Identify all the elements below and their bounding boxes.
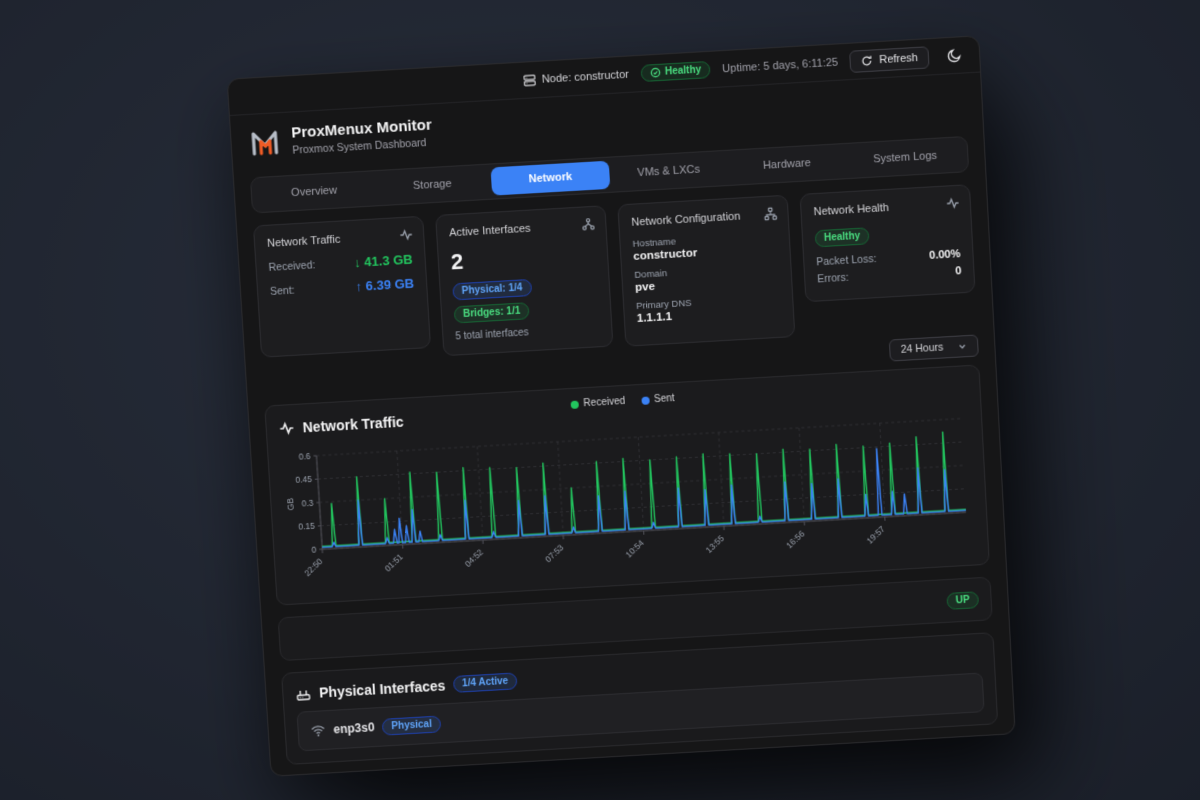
- chart-title: Network Traffic: [302, 413, 405, 436]
- svg-text:13:55: 13:55: [704, 533, 726, 555]
- proxmenux-logo-icon: [247, 124, 283, 160]
- chart-header: Network Traffic Received Sent: [278, 378, 968, 440]
- network-tree-icon: [763, 206, 778, 221]
- down-arrow-icon: ↓: [353, 254, 362, 271]
- svg-text:GB: GB: [285, 497, 296, 510]
- active-interfaces-card: Active Interfaces 2 Physical: 1/4 Bridge…: [435, 205, 614, 357]
- wifi-icon: [310, 723, 326, 739]
- uptime-text: Uptime: 5 days, 6:11:25: [721, 56, 839, 75]
- interface-badges: Physical: 1/4 Bridges: 1/1: [452, 275, 598, 324]
- network-traffic-chart-card: Network Traffic Received Sent 0 0.15 0.3 0.…: [264, 364, 990, 606]
- app-title-block: ProxMenux Monitor Proxmox System Dashboa…: [291, 116, 433, 156]
- up-badge: UP: [946, 590, 980, 610]
- health-badge: Healthy: [814, 227, 870, 248]
- activity-icon: [399, 227, 414, 242]
- refresh-button[interactable]: Refresh: [849, 45, 930, 73]
- domain-field: Domain pve: [634, 268, 668, 294]
- time-range-row: 24 Hours: [262, 334, 979, 397]
- activity-icon: [945, 196, 960, 211]
- bridges-count-badge: Bridges: 1/1: [453, 302, 530, 324]
- moon-icon: [946, 47, 962, 63]
- legend-sent: Sent: [640, 393, 675, 406]
- chevron-down-icon: [957, 341, 968, 352]
- svg-text:04:52: 04:52: [463, 547, 485, 569]
- tilted-screen-wrapper: Node: constructor Healthy Uptime: 5 days…: [226, 35, 1016, 777]
- card-title: Network Health: [813, 201, 890, 219]
- errors-row: Errors: 0: [816, 265, 962, 286]
- physical-count-badge: Physical: 1/4: [452, 278, 532, 301]
- refresh-icon: [861, 54, 874, 67]
- tab-network[interactable]: Network: [490, 160, 611, 196]
- health-status-badge: Healthy: [640, 60, 711, 83]
- primary-dns-field: Primary DNS 1.1.1.1: [635, 297, 692, 325]
- active-interface-count: 2: [450, 248, 464, 275]
- svg-text:10:54: 10:54: [624, 538, 646, 560]
- tab-vms-lxcs[interactable]: VMs & LXCs: [637, 163, 701, 180]
- tab-hardware[interactable]: Hardware: [762, 157, 812, 172]
- svg-text:22:50: 22:50: [302, 556, 324, 578]
- network-configuration-card: Network Configuration Hostname construct…: [617, 194, 796, 347]
- tab-overview[interactable]: Overview: [290, 184, 338, 200]
- card-title: Network Configuration: [631, 210, 741, 229]
- interface-type-badge: Physical: [382, 715, 442, 736]
- sent-dot-icon: [640, 395, 650, 405]
- node-indicator: Node: constructor: [522, 67, 629, 87]
- interface-name: enp3s0: [333, 720, 376, 737]
- svg-text:01:51: 01:51: [383, 552, 405, 574]
- received-row: Received: ↓ 41.3 GB: [268, 251, 414, 274]
- node-label: Node: constructor: [541, 68, 630, 86]
- server-icon: [522, 72, 537, 87]
- svg-text:16:56: 16:56: [784, 528, 806, 550]
- proxmenux-dashboard: Node: constructor Healthy Uptime: 5 days…: [226, 35, 1016, 777]
- activity-icon: [278, 420, 295, 437]
- section-title: Physical Interfaces: [318, 677, 446, 701]
- svg-text:0.45: 0.45: [295, 474, 312, 485]
- hostname-field: Hostname constructor: [632, 236, 698, 263]
- sent-row: Sent: ↑ 6.39 GB: [269, 275, 415, 298]
- received-value: ↓ 41.3 GB: [353, 251, 414, 271]
- legend-received: Received: [570, 396, 626, 410]
- svg-text:07:53: 07:53: [543, 542, 565, 564]
- active-count-badge: 1/4 Active: [452, 672, 518, 693]
- tab-system-logs[interactable]: System Logs: [872, 149, 938, 166]
- theme-toggle-button[interactable]: [940, 42, 967, 70]
- network-nodes-icon: [581, 217, 596, 232]
- svg-text:0.15: 0.15: [298, 521, 315, 532]
- svg-text:0.6: 0.6: [298, 451, 311, 462]
- total-interfaces-text: 5 total interfaces: [455, 327, 530, 343]
- check-circle-icon: [650, 67, 662, 79]
- svg-text:0: 0: [311, 545, 317, 555]
- up-arrow-icon: ↑: [355, 278, 363, 295]
- time-range-select[interactable]: 24 Hours: [889, 334, 979, 362]
- sent-value: ↑ 6.39 GB: [355, 275, 415, 295]
- svg-text:19:57: 19:57: [865, 524, 887, 546]
- card-title: Active Interfaces: [448, 222, 531, 240]
- network-traffic-chart: 0 0.15 0.3 0.45 0.6 GB 22:50 01:51 04:52 07:53 10:…: [285, 418, 980, 578]
- card-title: Network Traffic: [266, 233, 341, 250]
- network-health-card: Network Health Healthy Packet Loss: 0.00…: [799, 184, 976, 303]
- network-traffic-card: Network Traffic Received: ↓ 41.3 GB Sent…: [252, 215, 432, 358]
- received-dot-icon: [570, 400, 579, 409]
- tab-storage[interactable]: Storage: [412, 177, 452, 193]
- svg-text:0.3: 0.3: [301, 498, 314, 509]
- router-icon: [295, 685, 312, 702]
